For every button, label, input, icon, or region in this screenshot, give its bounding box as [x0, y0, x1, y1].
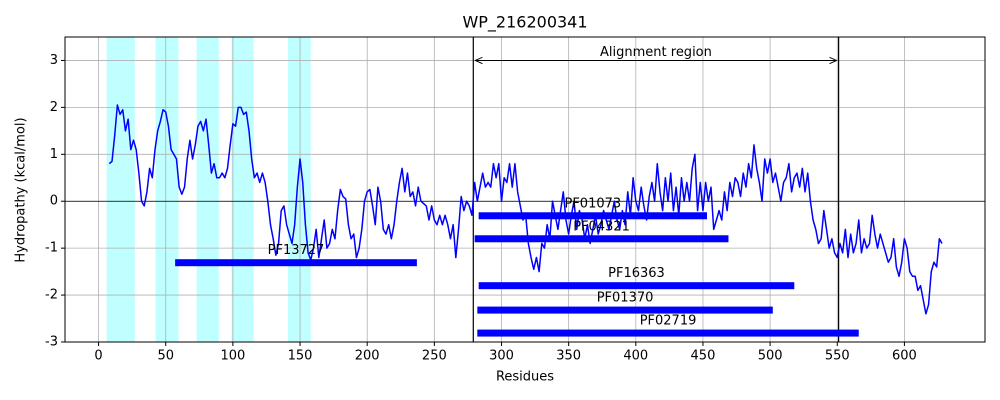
- y-tick-label: -2: [45, 288, 58, 303]
- domain-label: PF01073: [564, 196, 621, 211]
- x-tick-label: 50: [157, 349, 174, 364]
- x-tick-label: 550: [825, 349, 850, 364]
- domain-bar: [175, 259, 417, 267]
- domain-label: PF13727: [268, 243, 325, 258]
- domain-bar: [477, 306, 773, 314]
- plot-frame: [64, 36, 986, 343]
- y-tick-label: 3: [50, 53, 58, 68]
- y-tick-label: -3: [45, 335, 58, 350]
- highlight-region: [155, 37, 179, 342]
- y-tick-label: 2: [50, 100, 58, 115]
- chart-title: WP_216200341: [462, 13, 587, 33]
- highlight-region: [196, 37, 219, 342]
- plot-area: 0 50 100 150 200 250 300 350 400 450 500 550 600 -3 -2…: [45, 37, 985, 364]
- domain-label: PF16363: [608, 266, 665, 281]
- domain-bar: [474, 235, 729, 243]
- x-tick-label: 600: [892, 349, 917, 364]
- x-tick-label: 250: [422, 349, 447, 364]
- y-tick-label: 0: [50, 194, 58, 209]
- plot-underlay: [65, 37, 985, 343]
- x-tick-label: 200: [355, 349, 380, 364]
- x-tick-label: 150: [288, 349, 313, 364]
- domain-bar: [477, 329, 859, 337]
- x-tick-label: 500: [758, 349, 783, 364]
- x-tick-label: 400: [623, 349, 648, 364]
- x-tick-label: 100: [220, 349, 245, 364]
- domain-bar: [478, 282, 795, 290]
- domain-label: PF01370: [597, 291, 654, 306]
- y-tick-label: -1: [45, 241, 58, 256]
- x-tick-label: 300: [489, 349, 514, 364]
- x-axis-label: Residues: [496, 370, 554, 385]
- y-axis-label: Hydropathy (kcal/mol): [14, 117, 29, 262]
- x-tick-label: 350: [556, 349, 581, 364]
- domain-label: PF02719: [640, 314, 697, 329]
- x-tick-label: 450: [691, 349, 716, 364]
- highlight-region: [231, 37, 254, 342]
- domain-label: PF04321: [573, 219, 630, 234]
- alignment-label: Alignment region: [600, 45, 712, 60]
- highlight-region: [287, 37, 311, 342]
- domain-bar: [478, 212, 707, 220]
- highlight-region: [106, 37, 135, 342]
- x-tick-label: 0: [94, 349, 102, 364]
- y-tick-label: 1: [50, 147, 58, 162]
